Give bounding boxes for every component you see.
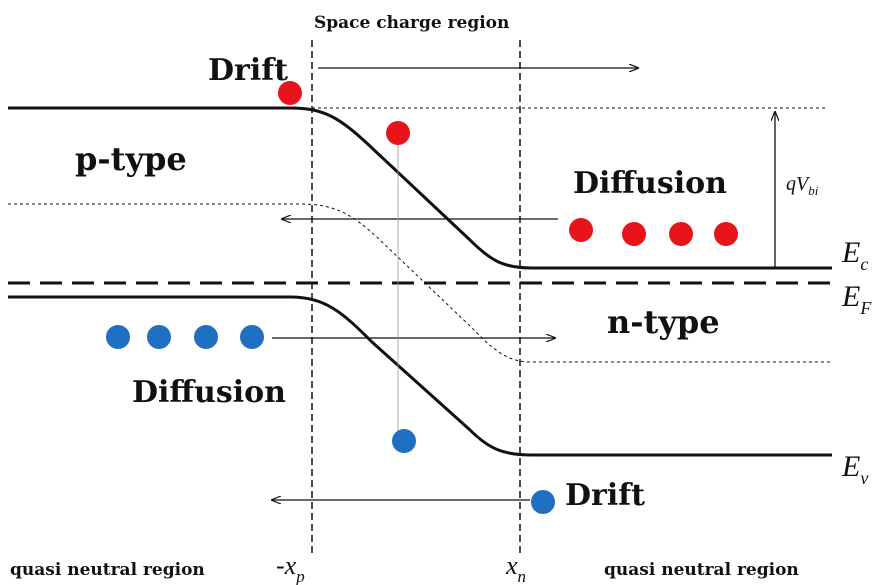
holes: [106, 325, 555, 514]
qvbi-label: qVbi: [786, 173, 819, 198]
xn-label: xn: [505, 551, 526, 585]
quasi-neutral-left-label: quasi neutral region: [10, 560, 205, 580]
electron-in-region: [386, 121, 410, 145]
hole: [240, 325, 264, 349]
quasi-neutral-right-label: quasi neutral region: [604, 560, 799, 580]
ef-label: EF: [841, 280, 872, 318]
drift-label-bottom: Drift: [565, 478, 645, 513]
electron-drift: [278, 81, 302, 105]
hole-drift: [531, 490, 555, 514]
n-type-label: n-type: [607, 303, 720, 341]
p-type-label: p-type: [75, 140, 187, 178]
electron: [569, 218, 593, 242]
diffusion-label-electrons: Diffusion: [573, 166, 727, 201]
electron: [622, 222, 646, 246]
electron: [714, 222, 738, 246]
intrinsic-level-line: [8, 203, 832, 363]
hole: [106, 325, 130, 349]
ev-label: Ev: [841, 450, 868, 488]
valence-band-edge: [8, 295, 832, 457]
hole: [194, 325, 218, 349]
diffusion-label-holes: Diffusion: [132, 375, 286, 410]
drift-label-top: Drift: [208, 53, 288, 88]
space-charge-region-label: Space charge region: [314, 13, 509, 33]
electrons: [278, 81, 738, 246]
ec-label: Ec: [841, 236, 868, 274]
xp-label: -xp: [276, 551, 305, 585]
electron: [669, 222, 693, 246]
hole-in-region: [392, 429, 416, 453]
hole: [147, 325, 171, 349]
conduction-band-edge: [8, 106, 832, 270]
